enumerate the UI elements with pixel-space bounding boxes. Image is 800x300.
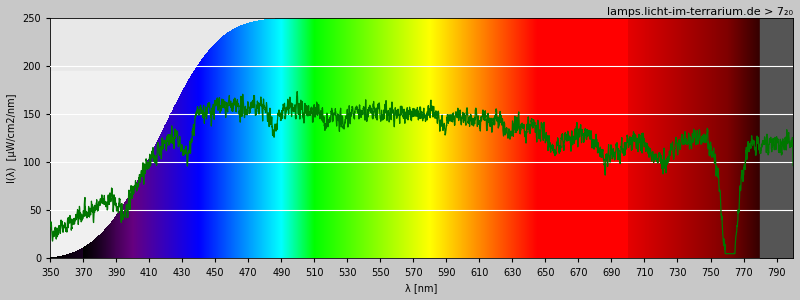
Text: lamps.licht-im-terrarium.de > 7₂₀: lamps.licht-im-terrarium.de > 7₂₀ — [607, 7, 793, 17]
X-axis label: λ [nm]: λ [nm] — [406, 283, 438, 293]
Y-axis label: I(λ)  [µW/cm2/nm]: I(λ) [µW/cm2/nm] — [7, 93, 17, 183]
